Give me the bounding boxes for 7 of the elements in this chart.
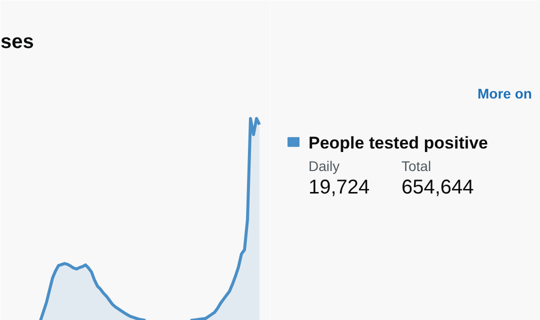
text: More on xyxy=(478,85,532,102)
category-label: Daily xyxy=(308,158,340,174)
category-label: Total xyxy=(402,158,432,174)
data-label: 654,644 xyxy=(402,176,474,199)
chart-title: ses xyxy=(0,31,34,53)
data-label: 19,724 xyxy=(308,176,370,199)
text: People tested positive xyxy=(308,133,488,152)
